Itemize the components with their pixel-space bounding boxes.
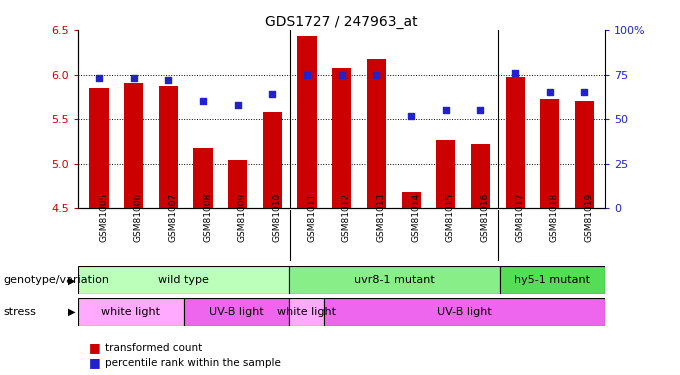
Point — [94, 75, 105, 81]
Point — [405, 112, 416, 118]
Point — [475, 107, 486, 113]
Text: GSM81010: GSM81010 — [273, 193, 282, 242]
Bar — [505, 77, 524, 208]
Text: GSM81007: GSM81007 — [169, 193, 177, 242]
Bar — [90, 88, 109, 208]
Bar — [436, 140, 455, 208]
Bar — [471, 144, 490, 208]
Text: percentile rank within the sample: percentile rank within the sample — [105, 358, 282, 368]
Point — [267, 91, 278, 97]
Bar — [78, 266, 289, 294]
Point — [579, 89, 590, 95]
Text: GSM81019: GSM81019 — [584, 193, 594, 242]
Point — [336, 72, 347, 78]
Text: GSM81012: GSM81012 — [341, 193, 351, 242]
Bar — [78, 298, 184, 326]
Text: transformed count: transformed count — [105, 343, 203, 353]
Text: ■: ■ — [88, 357, 100, 369]
Point — [198, 98, 209, 104]
Text: white light: white light — [277, 307, 336, 317]
Title: GDS1727 / 247963_at: GDS1727 / 247963_at — [265, 15, 418, 29]
Bar — [228, 160, 248, 208]
Text: ▶: ▶ — [67, 307, 75, 317]
Text: UV-B light: UV-B light — [209, 307, 264, 317]
Point — [544, 89, 555, 95]
Text: uvr8-1 mutant: uvr8-1 mutant — [354, 275, 435, 285]
Bar — [297, 36, 317, 208]
Bar — [159, 86, 178, 208]
Bar — [324, 298, 605, 326]
Bar — [401, 192, 420, 208]
Bar — [263, 112, 282, 208]
Text: GSM81008: GSM81008 — [203, 193, 212, 242]
Text: GSM81013: GSM81013 — [376, 193, 386, 242]
Bar — [367, 58, 386, 208]
Text: genotype/variation: genotype/variation — [3, 275, 109, 285]
Point — [129, 75, 139, 81]
Text: GSM81015: GSM81015 — [445, 193, 455, 242]
Point — [509, 70, 520, 76]
Bar — [194, 148, 213, 208]
Bar — [289, 298, 324, 326]
Bar — [332, 68, 352, 208]
Text: white light: white light — [101, 307, 160, 317]
Point — [302, 72, 313, 78]
Bar — [289, 266, 500, 294]
Point — [163, 77, 174, 83]
Bar — [184, 298, 289, 326]
Text: GSM81009: GSM81009 — [238, 193, 247, 242]
Point — [440, 107, 451, 113]
Text: wild type: wild type — [158, 275, 209, 285]
Text: GSM81016: GSM81016 — [480, 193, 490, 242]
Text: ■: ■ — [88, 342, 100, 354]
Text: ▶: ▶ — [67, 275, 75, 285]
Bar — [500, 266, 605, 294]
Text: GSM81005: GSM81005 — [99, 193, 108, 242]
Text: GSM81006: GSM81006 — [134, 193, 143, 242]
Text: GSM81014: GSM81014 — [411, 193, 420, 242]
Bar — [124, 84, 143, 208]
Text: UV-B light: UV-B light — [437, 307, 492, 317]
Bar — [575, 101, 594, 208]
Text: GSM81017: GSM81017 — [515, 193, 524, 242]
Bar — [540, 99, 559, 208]
Text: hy5-1 mutant: hy5-1 mutant — [515, 275, 590, 285]
Text: stress: stress — [3, 307, 36, 317]
Text: GSM81018: GSM81018 — [549, 193, 559, 242]
Point — [233, 102, 243, 108]
Point — [371, 72, 381, 78]
Text: GSM81011: GSM81011 — [307, 193, 316, 242]
